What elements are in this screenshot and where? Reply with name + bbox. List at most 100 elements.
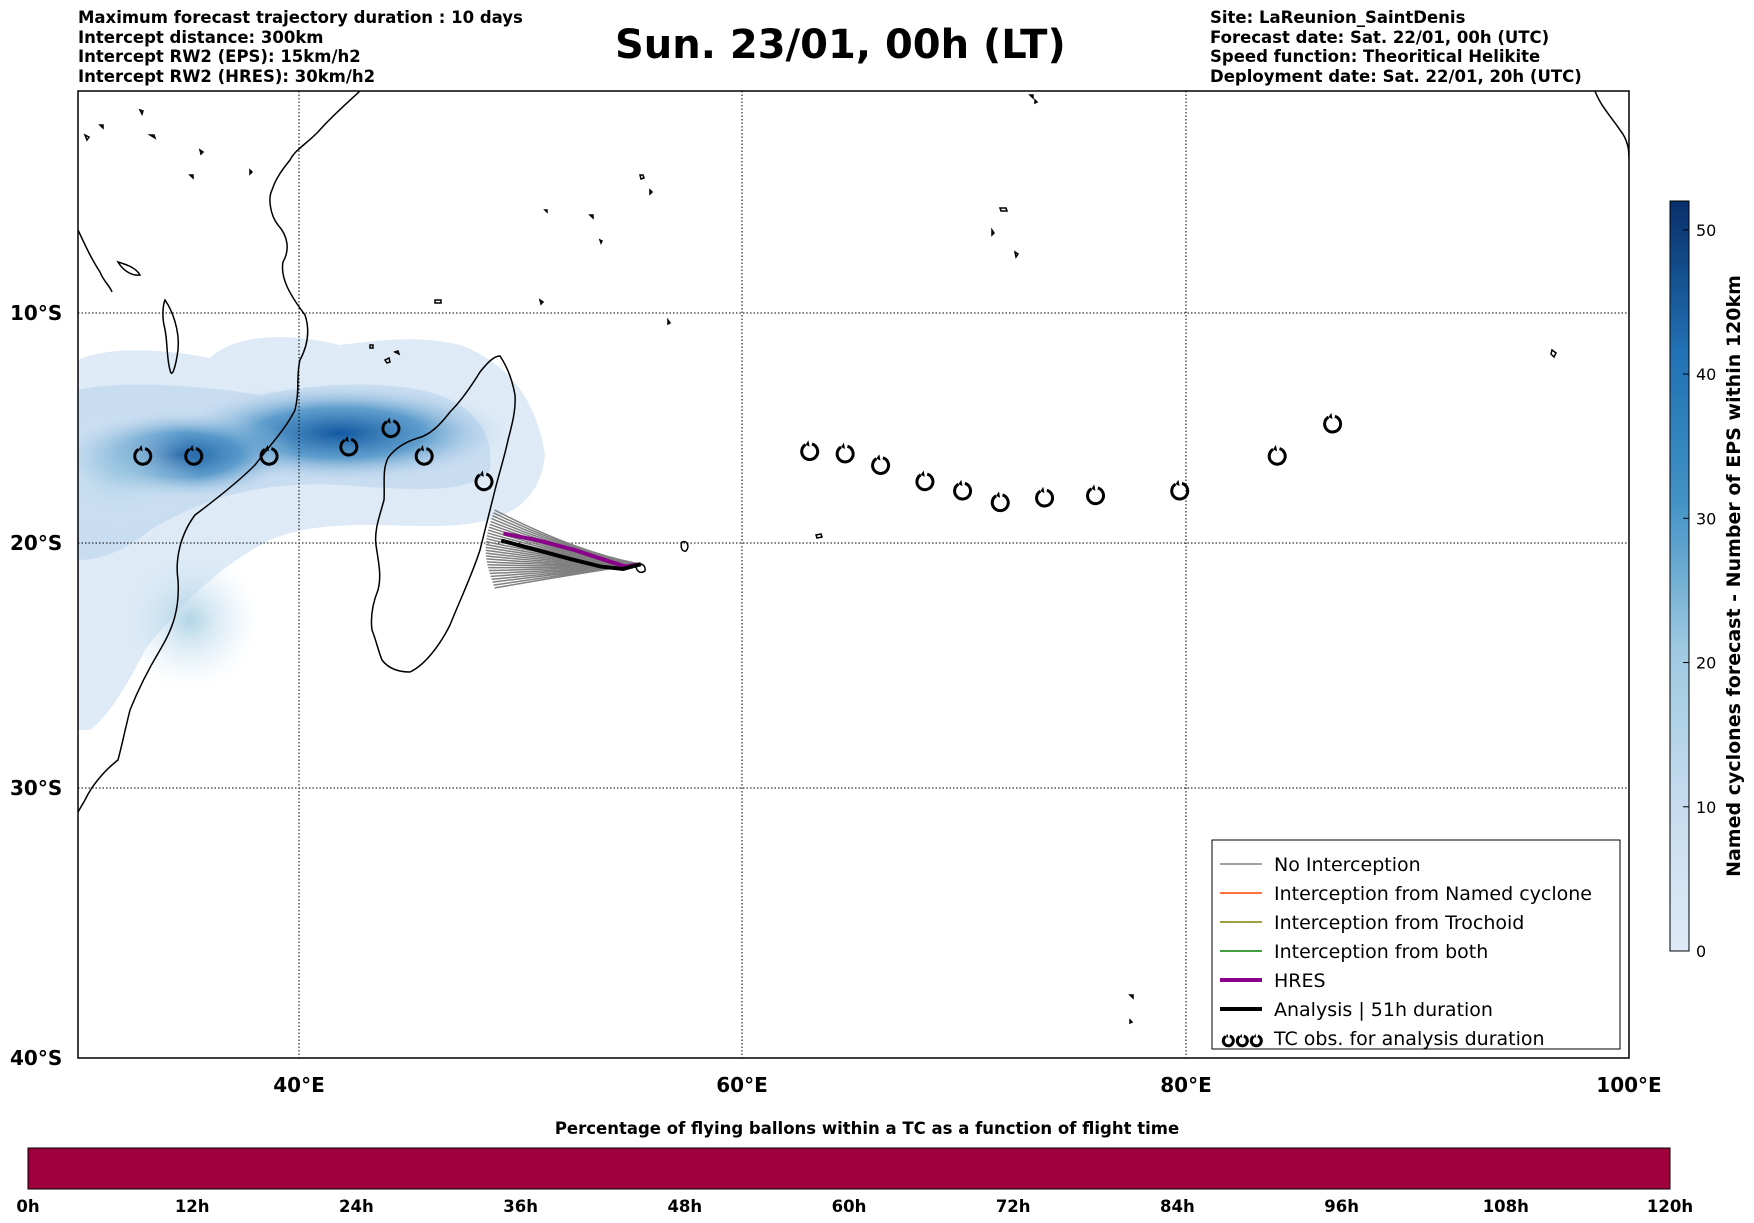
coastlines [78, 91, 1629, 1025]
cyclone-icon [871, 454, 891, 475]
aldabra-islands [434, 298, 672, 326]
lon-label: 60°E [716, 1073, 768, 1097]
legend-item: Interception from Trochoid [1220, 912, 1524, 934]
density-fringe [78, 410, 200, 530]
cyclone-icon [1170, 479, 1190, 501]
bottom-bar-tick-label: 36h [503, 1197, 538, 1216]
bottom-bar-fill [27, 1147, 1671, 1190]
header-right-line: Site: LaReunion_SaintDenis [1210, 8, 1466, 27]
main-trajectories [500, 531, 642, 571]
colorbar-tick-label: 50 [1696, 221, 1716, 240]
header-right-line: Forecast date: Sat. 22/01, 00h (UTC) [1210, 27, 1550, 47]
legend-item: HRES [1220, 970, 1326, 992]
colorbar-tick-label: 30 [1696, 509, 1716, 528]
cyclone-icon [259, 444, 279, 466]
lon-label: 40°E [273, 1073, 325, 1097]
bottom-bar-tick-label: 72h [996, 1197, 1031, 1216]
tc-observations [133, 412, 1343, 513]
lake-coastline [116, 260, 142, 276]
cocos-islands [1550, 348, 1557, 359]
legend-box [1211, 839, 1621, 1050]
amsterdam-island [1128, 994, 1134, 1025]
comoros-islands [369, 344, 401, 364]
graticule [78, 91, 1629, 1058]
map-title: Sun. 23/01, 00h (LT) [615, 22, 1066, 68]
cyclone-icon [1086, 484, 1105, 506]
map-frame [77, 90, 1630, 1059]
colorbar-label: Named cyclones forecast - Number of EPS … [1723, 275, 1745, 877]
bottom-bar-tick-label: 0h [16, 1197, 39, 1216]
cyclone-icon [133, 444, 153, 466]
lat-label: 40°S [10, 1046, 62, 1070]
legend-label: TC obs. for analysis duration [1273, 1028, 1545, 1050]
cyclone-icon [915, 470, 935, 492]
cyclone-icon [339, 435, 359, 457]
legend-item: Analysis | 51h duration [1220, 999, 1493, 1021]
legend-label: Analysis | 51h duration [1274, 999, 1493, 1021]
bottom-bar-tick-label: 84h [1160, 1197, 1195, 1216]
header-right-line: Speed function: Theoritical Helikite [1210, 47, 1541, 66]
colorbar-ramp [1669, 200, 1690, 952]
bottom-bar-tick-label: 12h [175, 1197, 210, 1216]
axis-labels: 10°S 20°S 30°S 40°S 40°E 60°E 80°E 100°E [10, 301, 1662, 1097]
cyclone-icon [474, 470, 494, 492]
bottom-bar-title: Percentage of flying ballons within a TC… [555, 1119, 1179, 1138]
bottom-bar: Percentage of flying ballons within a TC… [16, 1119, 1693, 1216]
lon-label: 100°E [1596, 1073, 1661, 1097]
cyclone-icon [1035, 486, 1054, 508]
maldives-islands [1028, 94, 1039, 105]
legend-label: Interception from both [1274, 941, 1488, 963]
legend-item: Interception from both [1220, 941, 1488, 963]
colorbar-tick-label: 10 [1696, 798, 1716, 817]
legend-item: No Interception [1220, 854, 1421, 876]
africa-coastline-north [78, 229, 113, 293]
lat-label: 10°S [10, 301, 62, 325]
legend-item: Interception from Named cyclone [1220, 883, 1592, 905]
cyclone-icon [953, 479, 973, 501]
bottom-bar-tick-label: 60h [832, 1197, 867, 1216]
cyclone-icon [414, 444, 434, 466]
header-left-line: Intercept distance: 300km [78, 27, 324, 47]
analysis-trajectory [500, 538, 642, 571]
cyclone-density [78, 337, 545, 730]
header-right: Site: LaReunion_SaintDenis Forecast date… [1210, 8, 1582, 86]
legend-item: TC obs. for analysis duration [1221, 1028, 1545, 1050]
legend-label: Interception from Named cyclone [1274, 883, 1592, 905]
header-left: Maximum forecast trajectory duration : 1… [78, 8, 523, 86]
density-fringe-south [120, 550, 260, 690]
bottom-bar-tick-label: 24h [339, 1197, 374, 1216]
africa-coastline [78, 91, 361, 813]
header-right-line: Deployment date: Sat. 22/01, 20h (UTC) [1210, 66, 1582, 86]
bottom-bar-tick-label: 108h [1483, 1197, 1529, 1216]
cyclone-icon [1323, 412, 1343, 434]
seychelles-islands [543, 174, 654, 245]
cyclone-icon [990, 491, 1010, 513]
cyclone-icon [1249, 1033, 1263, 1048]
lat-label: 30°S [10, 776, 62, 800]
colorbar: 0 10 20 30 40 50 Named cyclones forecast - Nu… [1669, 200, 1745, 961]
madagascar-coastline [370, 355, 516, 673]
colorbar-tick-label: 0 [1696, 942, 1706, 961]
legend: No Interception Interception from Named c… [1211, 839, 1621, 1050]
colorbar-tick-label: 20 [1696, 654, 1716, 673]
bottom-bar-tick-label: 120h [1647, 1197, 1693, 1216]
lake-malawi [162, 298, 180, 374]
bottom-bar-tick-label: 96h [1324, 1197, 1359, 1216]
cyclone-icon [1267, 444, 1287, 466]
cyclone-icon [1235, 1033, 1249, 1048]
mauritius-island [680, 540, 689, 552]
legend-label: No Interception [1274, 854, 1421, 876]
lon-label: 80°E [1160, 1073, 1212, 1097]
header-left-line: Intercept RW2 (HRES): 30km/h2 [78, 66, 376, 86]
cyclone-icon [835, 442, 855, 464]
cyclone-icon [184, 444, 204, 466]
northwest-islands [83, 108, 254, 180]
header-left-line: Intercept RW2 (EPS): 15km/h2 [78, 47, 361, 66]
rodrigues-island [815, 533, 823, 539]
cyclone-icon [800, 440, 820, 462]
legend-label: HRES [1274, 970, 1326, 992]
colorbar-tick-label: 40 [1696, 365, 1716, 384]
lat-label: 20°S [10, 531, 62, 555]
header-left-line: Maximum forecast trajectory duration : 1… [78, 8, 523, 27]
